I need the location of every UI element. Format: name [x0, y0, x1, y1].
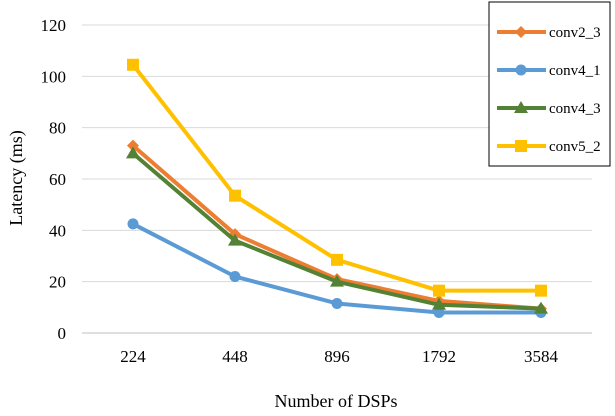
data-point — [514, 101, 528, 113]
y-tick-label: 100 — [41, 67, 67, 86]
data-point — [515, 26, 527, 38]
data-point — [331, 253, 343, 266]
series-conv2_3 — [127, 139, 547, 315]
legend-item: conv4_3 — [497, 101, 601, 117]
legend-item: conv4_1 — [497, 63, 601, 79]
y-axis-ticks: 0 20 40 60 80 100 120 — [41, 16, 67, 343]
y-tick-label: 20 — [49, 273, 66, 292]
data-point — [330, 274, 344, 287]
y-tick-label: 120 — [41, 16, 67, 35]
y-tick-label: 40 — [49, 221, 66, 240]
x-axis-ticks: 224 448 896 1792 3584 — [120, 347, 558, 366]
series-conv5_2 — [127, 58, 547, 297]
legend-label: conv2_3 — [549, 25, 601, 41]
y-axis-label: Latency (ms) — [6, 130, 27, 225]
data-point — [126, 146, 140, 159]
legend: conv2_3 conv4_1 conv4_3 conv5_2 — [488, 1, 611, 167]
data-point — [127, 218, 139, 230]
data-point — [433, 284, 445, 297]
x-tick-label: 3584 — [524, 347, 559, 366]
legend-item: conv2_3 — [497, 25, 601, 41]
y-tick-label: 60 — [49, 170, 66, 189]
x-tick-label: 448 — [222, 347, 248, 366]
data-point — [229, 271, 241, 283]
data-point — [535, 284, 547, 297]
series-conv4_3 — [126, 146, 548, 314]
legend-label: conv5_2 — [549, 139, 601, 155]
x-tick-label: 1792 — [422, 347, 456, 366]
x-tick-label: 224 — [120, 347, 146, 366]
y-tick-label: 80 — [49, 119, 66, 138]
legend-item: conv5_2 — [497, 139, 601, 155]
gridlines — [82, 24, 592, 334]
y-tick-label: 0 — [58, 324, 67, 343]
x-tick-label: 896 — [324, 347, 350, 366]
data-point — [228, 233, 242, 246]
data-point — [127, 139, 139, 152]
data-point — [127, 58, 139, 71]
x-axis-label: Number of DSPs — [274, 391, 397, 411]
legend-box — [488, 1, 611, 167]
data-point — [534, 301, 548, 314]
data-point — [515, 64, 527, 76]
data-point — [515, 140, 527, 152]
legend-label: conv4_1 — [549, 63, 601, 79]
data-point — [331, 297, 343, 309]
data-point — [432, 297, 446, 310]
series-lines — [126, 58, 548, 318]
data-point — [229, 189, 241, 202]
legend-label: conv4_3 — [549, 101, 601, 117]
